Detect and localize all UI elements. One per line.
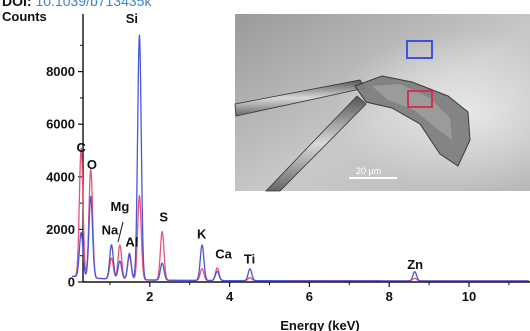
peak-label-ti: Ti [244,252,255,267]
x-tick-label: 8 [386,289,393,304]
y-tick-label: 8000 [46,64,75,79]
sem-blue-region-box [406,40,433,59]
doi-label: DOI: [2,0,32,9]
x-tick-label: 4 [226,289,234,304]
peak-label-o: O [87,157,97,172]
y-ticks: 0 2000 4000 6000 8000 [46,44,83,290]
peak-label-al: Al [125,234,138,249]
peak-label-s: S [159,210,168,225]
spectrum-series-blue [71,34,530,282]
chart-axes [82,14,530,283]
x-ticks: 2 4 6 8 10 [109,282,510,304]
spectrum-series [71,34,530,282]
sem-particle-highlight [372,84,452,140]
peak-labels: CO Na Mg Al Si S K Ca Ti Zn [76,11,423,272]
sem-scale-label: 20 μm [356,166,381,176]
peak-label-si: Si [126,11,138,26]
y-tick-label: 0 [68,275,75,290]
x-tick-label: 2 [146,289,153,304]
doi-link[interactable]: 10.1039/b713435k [35,0,152,9]
peak-label-na: Na [102,223,119,238]
sem-particle [354,75,471,167]
y-tick-label: 2000 [46,222,75,237]
peak-label-mg: Mg [110,199,129,214]
mg-leader-line [117,221,124,243]
y-tick-label: 4000 [46,169,75,184]
sem-inset: 20 μm [234,14,530,192]
sem-red-region-box [407,90,433,108]
doi-line: DOI: 10.1039/b713435k [2,0,151,8]
sem-rod-lower [265,95,367,192]
y-axis-title: Counts [2,9,47,24]
x-tick-label: 6 [306,289,313,304]
x-tick-label: 10 [462,289,476,304]
peak-label-zn: Zn [407,257,423,272]
x-axis-title: Energy (keV) [280,318,359,331]
peak-label-c: C [76,140,86,155]
y-tick-label: 6000 [46,117,75,132]
peak-label-ca: Ca [215,246,232,261]
peak-label-k: K [197,227,207,242]
